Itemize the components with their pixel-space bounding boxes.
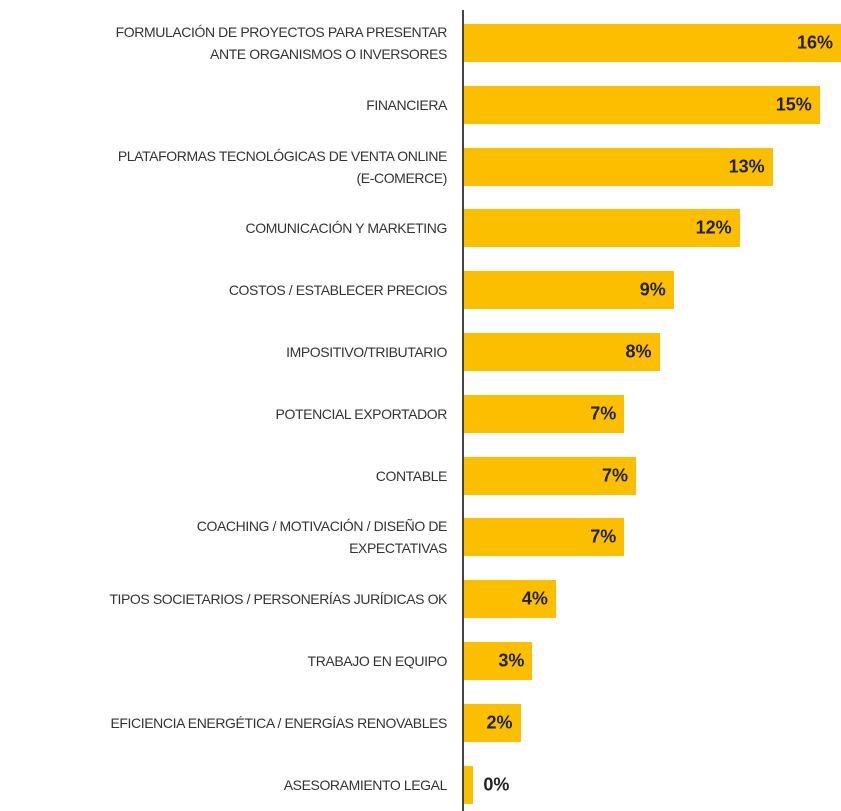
value-label: 12%	[695, 217, 732, 238]
bar	[464, 456, 636, 495]
category-label: IMPOSITIVO/TRIBUTARIO	[286, 344, 447, 360]
category-label: ASESORAMIENTO LEGAL	[283, 776, 448, 793]
bar	[464, 147, 773, 186]
value-label: 8%	[625, 341, 652, 362]
value-label: 7%	[590, 526, 617, 547]
value-label: 13%	[728, 156, 765, 177]
category-label: FINANCIERA	[366, 96, 447, 113]
bar	[464, 333, 660, 371]
bar	[464, 642, 533, 680]
bar	[464, 518, 625, 557]
bar	[464, 271, 674, 310]
value-label: 9%	[639, 279, 666, 300]
value-label: 3%	[498, 650, 525, 671]
value-label: 7%	[590, 403, 617, 424]
bar	[464, 394, 625, 433]
bar	[464, 765, 474, 804]
bar	[464, 24, 841, 62]
bar	[464, 85, 820, 124]
category-label: CONTABLE	[375, 467, 448, 484]
category-label: COSTOS / ESTABLECER PRECIOS	[228, 282, 448, 299]
bar	[464, 209, 740, 248]
value-label: 4%	[521, 588, 548, 609]
category-label: POTENCIAL EXPORTADOR	[275, 405, 448, 422]
category-label: PLATAFORMAS TECNOLÓGICAS DE VENTA ONLINE…	[117, 147, 448, 186]
category-label: TRABAJO EN EQUIPO	[307, 653, 448, 669]
value-label: 0%	[483, 774, 510, 795]
value-label: 15%	[775, 94, 812, 115]
bar	[464, 703, 521, 742]
bar	[464, 580, 556, 619]
category-label: FORMULACIÓN DE PROYECTOS PARA PRESENTAR …	[115, 24, 448, 62]
category-label: TIPOS SOCIETARIOS / PERSONERÍAS JURÍDICA…	[109, 591, 447, 608]
axis-line	[462, 10, 464, 811]
value-label: 7%	[601, 465, 628, 486]
category-label: COACHING / MOTIVACIÓN / DISEÑO DE EXPECT…	[196, 518, 448, 557]
value-label: 16%	[796, 32, 833, 53]
category-label: EFICIENCIA ENERGÉTICA / ENERGÍAS RENOVAB…	[110, 714, 447, 731]
value-label: 2%	[486, 712, 513, 733]
category-label: COMUNICACIÓN Y MARKETING	[245, 220, 448, 237]
